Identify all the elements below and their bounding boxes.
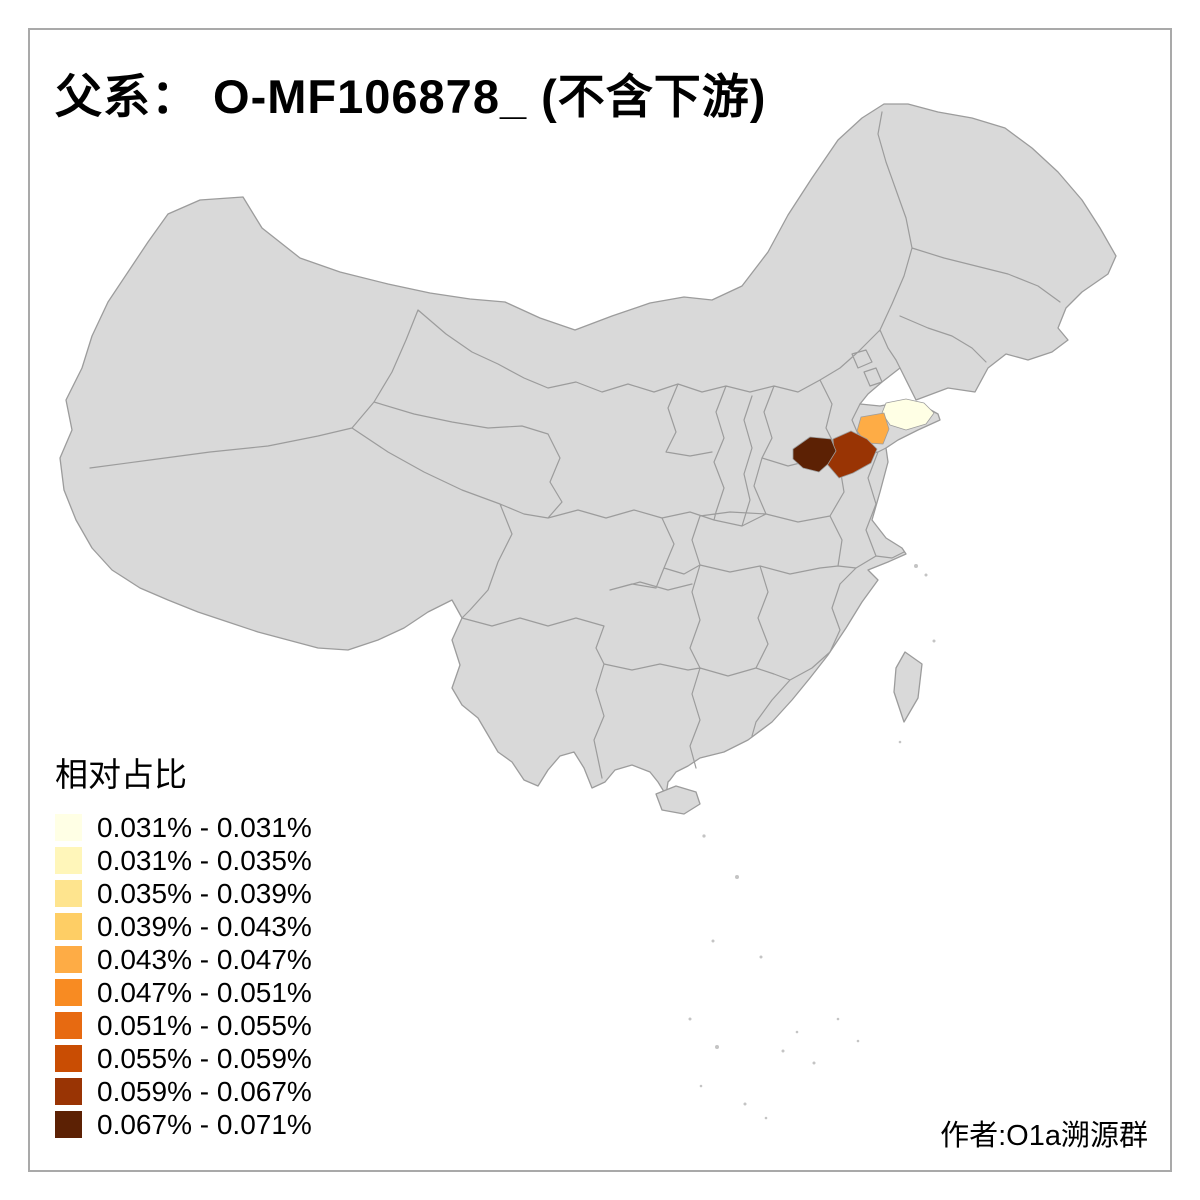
legend-swatch bbox=[55, 1045, 82, 1072]
legend-swatch bbox=[55, 847, 82, 874]
legend-item: 0.067% - 0.071% bbox=[55, 1108, 312, 1140]
legend-item: 0.043% - 0.047% bbox=[55, 943, 312, 975]
legend-item: 0.047% - 0.051% bbox=[55, 976, 312, 1008]
legend-label: 0.031% - 0.031% bbox=[97, 811, 312, 843]
highlighted-regions bbox=[792, 398, 935, 479]
hainan-island bbox=[655, 785, 701, 815]
legend-label: 0.031% - 0.035% bbox=[97, 844, 312, 876]
province-borders bbox=[89, 111, 1061, 779]
legend-item: 0.059% - 0.067% bbox=[55, 1075, 312, 1107]
islet bbox=[764, 1116, 768, 1120]
legend-item: 0.039% - 0.043% bbox=[55, 910, 312, 942]
legend-label: 0.067% - 0.071% bbox=[97, 1108, 312, 1140]
islet bbox=[932, 639, 936, 643]
islet bbox=[924, 573, 928, 577]
legend: 相对占比 0.031% - 0.031% 0.031% - 0.035% 0.0… bbox=[55, 748, 312, 1144]
legend-title: 相对占比 bbox=[55, 756, 187, 793]
islet bbox=[711, 939, 715, 943]
legend-swatch bbox=[55, 1078, 82, 1105]
legend-swatch bbox=[55, 1111, 82, 1138]
islet bbox=[836, 1017, 840, 1021]
islet bbox=[759, 955, 763, 959]
sea-islets bbox=[688, 564, 936, 1120]
legend-label: 0.039% - 0.043% bbox=[97, 910, 312, 942]
legend-swatch bbox=[55, 1012, 82, 1039]
taiwan-island bbox=[893, 651, 923, 723]
islet bbox=[914, 564, 918, 568]
legend-label: 0.035% - 0.039% bbox=[97, 877, 312, 909]
islet bbox=[715, 1045, 719, 1049]
islet bbox=[699, 1084, 703, 1088]
islet bbox=[743, 1102, 747, 1106]
islet bbox=[898, 740, 902, 744]
legend-swatch bbox=[55, 946, 82, 973]
islet bbox=[702, 834, 706, 838]
legend-label: 0.059% - 0.067% bbox=[97, 1075, 312, 1107]
legend-swatch bbox=[55, 880, 82, 907]
islet bbox=[781, 1049, 785, 1053]
legend-item: 0.035% - 0.039% bbox=[55, 877, 312, 909]
islet bbox=[856, 1039, 860, 1043]
legend-item: 0.051% - 0.055% bbox=[55, 1009, 312, 1041]
author-credit: 作者:O1a溯源群 bbox=[940, 1120, 1148, 1152]
legend-swatch bbox=[55, 814, 82, 841]
islet bbox=[812, 1061, 816, 1065]
legend-swatch bbox=[55, 913, 82, 940]
islet bbox=[735, 875, 739, 879]
legend-label: 0.043% - 0.047% bbox=[97, 943, 312, 975]
legend-item: 0.031% - 0.031% bbox=[55, 811, 312, 843]
islet bbox=[795, 1030, 799, 1034]
legend-label: 0.047% - 0.051% bbox=[97, 976, 312, 1008]
islet bbox=[688, 1017, 692, 1021]
legend-item: 0.031% - 0.035% bbox=[55, 844, 312, 876]
region-darkest-brown bbox=[792, 436, 837, 473]
page-title: 父系： O-MF106878_ (不含下游) bbox=[55, 70, 767, 123]
mainland-region bbox=[59, 103, 1117, 796]
legend-item: 0.055% - 0.059% bbox=[55, 1042, 312, 1074]
legend-swatch bbox=[55, 979, 82, 1006]
region-orange bbox=[856, 412, 890, 445]
legend-label: 0.051% - 0.055% bbox=[97, 1009, 312, 1041]
legend-label: 0.055% - 0.059% bbox=[97, 1042, 312, 1074]
